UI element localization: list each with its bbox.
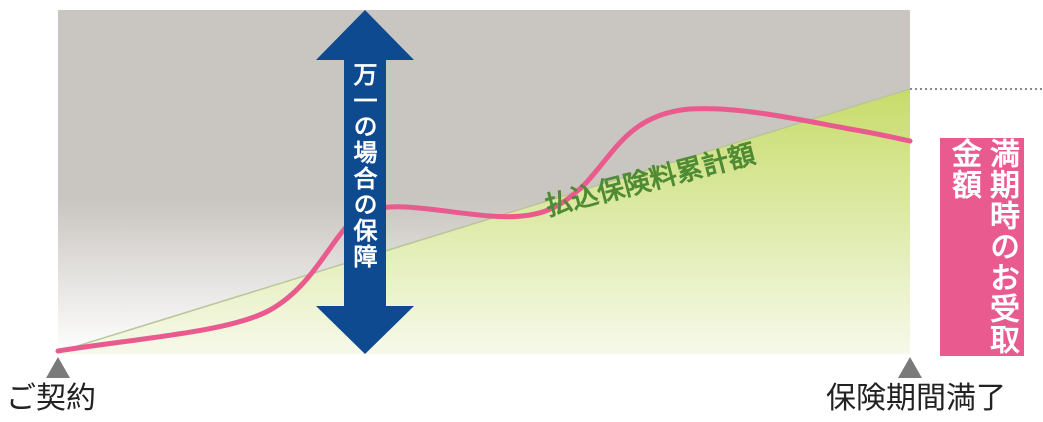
- coverage-curve: [55, 106, 913, 354]
- premium-total-line: [57, 88, 911, 353]
- maturity-amount-label: 満期時のお受取金額: [946, 138, 1019, 355]
- contract-start-label: ご契約: [6, 381, 96, 416]
- coverage-arrow-icon: [316, 10, 414, 354]
- end-marker-icon: [898, 357, 922, 378]
- maturity-amount-box: 満期時のお受取金額: [940, 138, 1024, 356]
- policy-end-label: 保険期間満了: [826, 381, 1006, 416]
- start-marker-icon: [46, 357, 70, 378]
- coverage-label: 万一の場合の保障: [349, 62, 377, 270]
